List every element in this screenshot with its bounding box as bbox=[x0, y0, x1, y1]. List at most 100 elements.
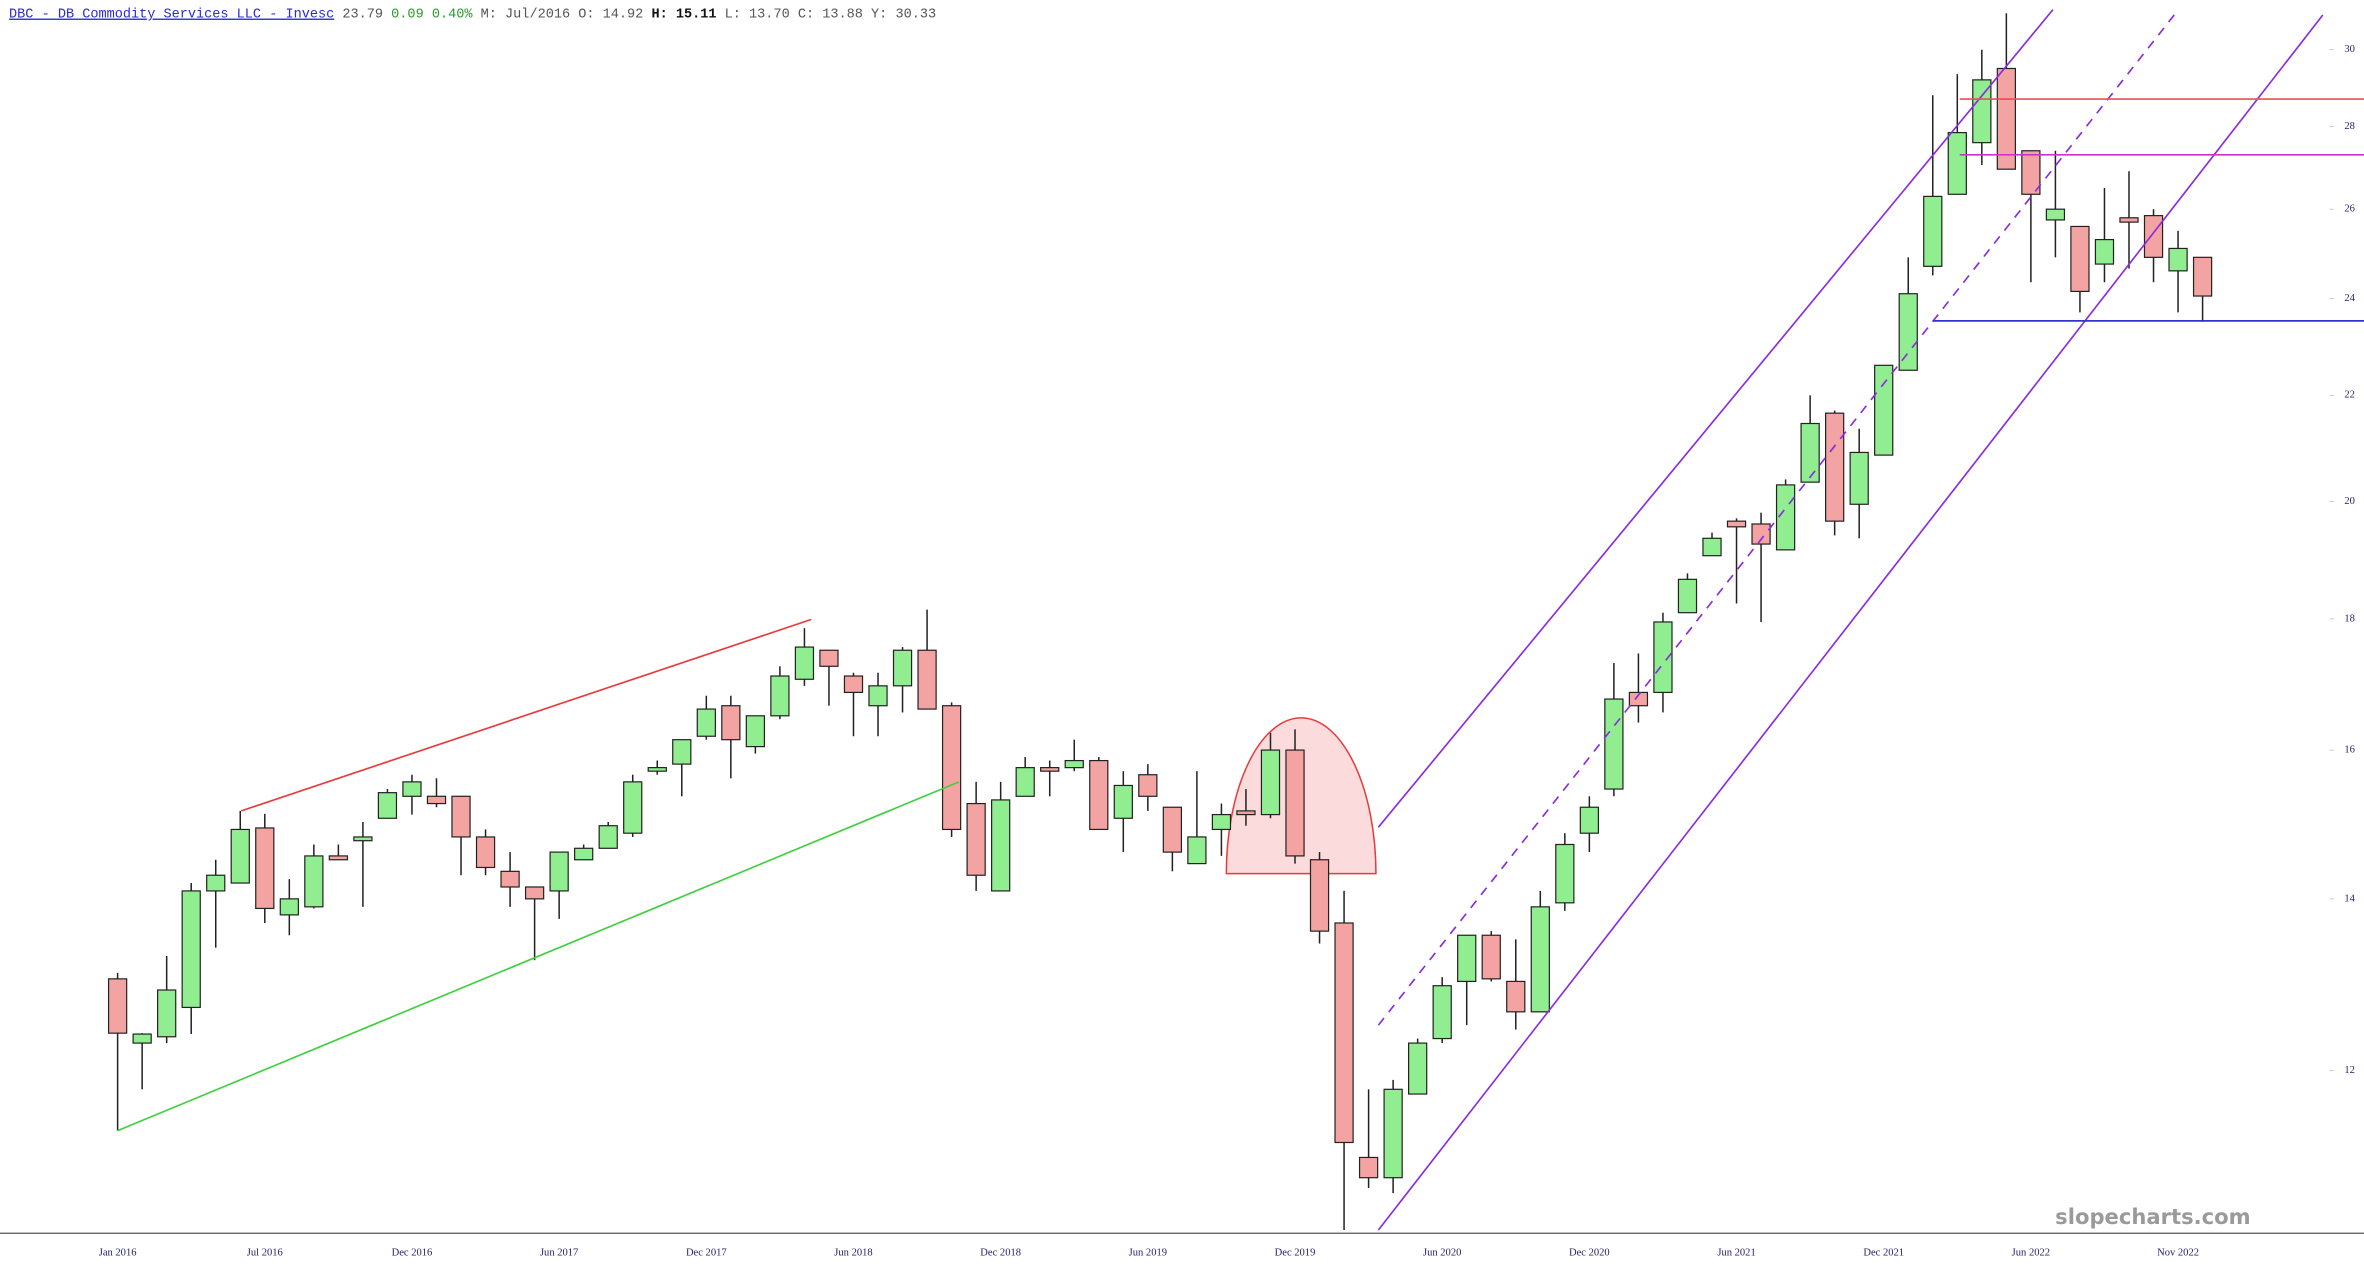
candle-body bbox=[1506, 980, 1526, 1013]
x-tick-label: Dec 2018 bbox=[980, 1247, 1021, 1258]
candle-body bbox=[2094, 238, 2115, 265]
y-tick-label: 22 bbox=[2344, 390, 2355, 401]
candle-body bbox=[328, 855, 349, 861]
candle-body bbox=[1996, 67, 2017, 170]
candle-body bbox=[1775, 484, 1796, 551]
candle-body bbox=[623, 781, 643, 834]
candle-body bbox=[721, 705, 741, 741]
field-label: H: bbox=[651, 7, 667, 22]
y-tick-label: 28 bbox=[2344, 121, 2355, 132]
candle-body bbox=[598, 825, 618, 849]
candle-body bbox=[1260, 749, 1281, 816]
candle-body bbox=[1849, 451, 1869, 505]
y-tick-label: 14 bbox=[2344, 893, 2355, 904]
x-tick-label: Dec 2020 bbox=[1569, 1247, 1610, 1258]
candle-body bbox=[377, 792, 398, 819]
y-tick-label: 18 bbox=[2344, 613, 2355, 624]
candle-body bbox=[2021, 150, 2041, 195]
candle-body bbox=[451, 795, 471, 838]
candle-body bbox=[279, 898, 299, 916]
candle-body bbox=[2045, 208, 2066, 221]
x-tick-label: Jun 2021 bbox=[1717, 1247, 1755, 1258]
field-label: Y: bbox=[871, 7, 887, 22]
candle-body bbox=[1285, 749, 1305, 857]
field-label: M: bbox=[481, 7, 497, 22]
field-value: Jul/2016 bbox=[505, 7, 570, 22]
candle-body bbox=[1653, 621, 1673, 694]
candle-body bbox=[1383, 1088, 1403, 1179]
candle-body bbox=[1358, 1156, 1379, 1179]
field-value: 15.11 bbox=[676, 7, 717, 22]
candle-body bbox=[574, 847, 594, 861]
x-tick-label: Dec 2016 bbox=[392, 1247, 433, 1258]
candle-body bbox=[966, 802, 986, 876]
candle-body bbox=[426, 795, 447, 805]
watermark: slopecharts.com bbox=[2055, 1204, 2250, 1229]
candle-body bbox=[524, 886, 545, 900]
y-tick-label: 26 bbox=[2344, 204, 2355, 215]
candle-body bbox=[181, 890, 201, 1009]
candle-body bbox=[107, 978, 128, 1034]
candle-body bbox=[304, 855, 324, 908]
candle-body bbox=[1162, 806, 1183, 853]
candle-body bbox=[132, 1033, 152, 1044]
candle-body bbox=[672, 739, 692, 765]
candle-body bbox=[1138, 774, 1158, 797]
candle-body bbox=[2192, 256, 2213, 297]
candle-body bbox=[1579, 806, 1600, 834]
x-tick-label: Dec 2019 bbox=[1275, 1247, 1316, 1258]
candle-body bbox=[1236, 810, 1256, 816]
header: DBC - DB Commodity Services LLC - Invesc… bbox=[9, 7, 936, 22]
candle-body bbox=[402, 781, 422, 797]
candle-body bbox=[1309, 859, 1330, 932]
candle-body bbox=[1947, 131, 1967, 195]
candle-body bbox=[2070, 225, 2090, 293]
x-tick-label: Jun 2019 bbox=[1129, 1247, 1167, 1258]
change-pct: 0.40% bbox=[432, 7, 474, 22]
candle-body bbox=[1457, 934, 1477, 983]
candle-body bbox=[1726, 520, 1747, 528]
candle-body bbox=[157, 989, 177, 1038]
candle-body bbox=[475, 836, 496, 869]
candle-body bbox=[868, 685, 888, 707]
x-tick-label: Jun 2017 bbox=[540, 1247, 578, 1258]
field-value: 14.92 bbox=[603, 7, 644, 22]
candle-body bbox=[1604, 698, 1624, 790]
candle-body bbox=[1825, 412, 1845, 522]
x-tick-label: Dec 2017 bbox=[686, 1247, 727, 1258]
y-tick-label: 16 bbox=[2344, 745, 2355, 756]
candle-body bbox=[917, 649, 937, 710]
candle-body bbox=[1677, 578, 1698, 614]
candle-body bbox=[1800, 422, 1820, 483]
candle-body bbox=[770, 675, 790, 717]
field-value: 13.70 bbox=[749, 7, 790, 22]
candle-body bbox=[230, 828, 250, 884]
last-price: 23.79 bbox=[342, 7, 383, 22]
x-tick-label: Nov 2022 bbox=[2157, 1247, 2199, 1258]
x-tick-label: Jul 2016 bbox=[247, 1247, 283, 1258]
candle-body bbox=[1334, 922, 1354, 1144]
candle-body bbox=[1898, 293, 1918, 371]
candle-body bbox=[549, 851, 569, 892]
candle-body bbox=[1113, 784, 1133, 819]
candle-body bbox=[2143, 215, 2164, 258]
candle-body bbox=[819, 649, 839, 667]
candle-body bbox=[1408, 1042, 1428, 1095]
x-tick-label: Jun 2018 bbox=[834, 1247, 872, 1258]
candle-body bbox=[1015, 767, 1035, 797]
candle-body bbox=[1702, 537, 1722, 557]
candle-body bbox=[1555, 843, 1575, 904]
candle-body bbox=[2168, 247, 2188, 272]
y-tick-label: 24 bbox=[2344, 293, 2355, 304]
y-tick-label: 30 bbox=[2344, 44, 2355, 55]
candle-body bbox=[1481, 934, 1501, 980]
x-tick-label: Jun 2020 bbox=[1423, 1247, 1461, 1258]
field-label: O: bbox=[578, 7, 594, 22]
candle-body bbox=[1628, 691, 1649, 707]
symbol-link[interactable]: DBC - DB Commodity Services LLC - Invesc bbox=[9, 7, 334, 22]
candle-body bbox=[1064, 759, 1084, 769]
candle-body bbox=[2119, 217, 2139, 223]
candle-body bbox=[647, 767, 667, 772]
